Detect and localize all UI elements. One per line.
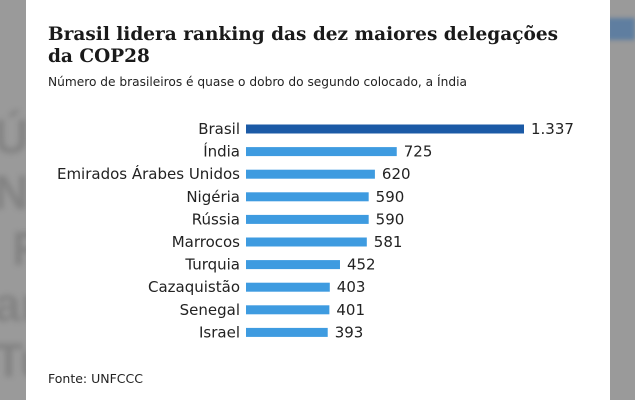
blurred-text-line: Ú bbox=[0, 111, 29, 164]
value-label: 620 bbox=[382, 165, 411, 183]
value-label: 725 bbox=[404, 143, 433, 161]
bar bbox=[246, 124, 524, 134]
value-label: 401 bbox=[336, 301, 365, 319]
category-label: Israel bbox=[199, 323, 240, 341]
bar bbox=[246, 260, 340, 270]
value-label: 590 bbox=[376, 210, 405, 228]
category-label: Marrocos bbox=[172, 233, 240, 251]
bar-chart: Brasil 1.337 Índia 725 Emirados Árabes Unido… bbox=[57, 120, 574, 341]
category-label: Brasil bbox=[198, 120, 240, 138]
blurred-text-line: N bbox=[0, 167, 29, 220]
bar bbox=[246, 237, 367, 247]
background-accent-bar bbox=[607, 18, 635, 40]
bar bbox=[246, 282, 330, 292]
value-label: 393 bbox=[335, 323, 364, 341]
category-label: Rússia bbox=[192, 210, 240, 228]
value-label: 581 bbox=[374, 233, 403, 251]
category-label: Senegal bbox=[180, 301, 240, 319]
chart-source: Fonte: UNFCCC bbox=[48, 371, 143, 386]
category-label: Turquia bbox=[184, 256, 240, 274]
category-label: Emirados Árabes Unidos bbox=[57, 164, 240, 183]
bar bbox=[246, 327, 328, 337]
category-label: Índia bbox=[203, 142, 240, 161]
value-label: 1.337 bbox=[531, 120, 574, 138]
bar bbox=[246, 192, 369, 202]
chart-title: Brasil lidera ranking das dez maiores de… bbox=[48, 24, 559, 67]
chart-card: Brasil lidera ranking das dez maiores de… bbox=[26, 0, 610, 400]
bar bbox=[246, 214, 369, 224]
value-label: 590 bbox=[376, 188, 405, 206]
category-label: Cazaquistão bbox=[148, 278, 240, 296]
bar bbox=[246, 147, 397, 157]
bar bbox=[246, 305, 330, 315]
value-label: 452 bbox=[347, 256, 376, 274]
bar bbox=[246, 169, 375, 179]
value-label: 403 bbox=[337, 278, 366, 296]
category-label: Nigéria bbox=[186, 188, 240, 206]
chart-subtitle: Número de brasileiros é quase o dobro do… bbox=[48, 75, 467, 89]
